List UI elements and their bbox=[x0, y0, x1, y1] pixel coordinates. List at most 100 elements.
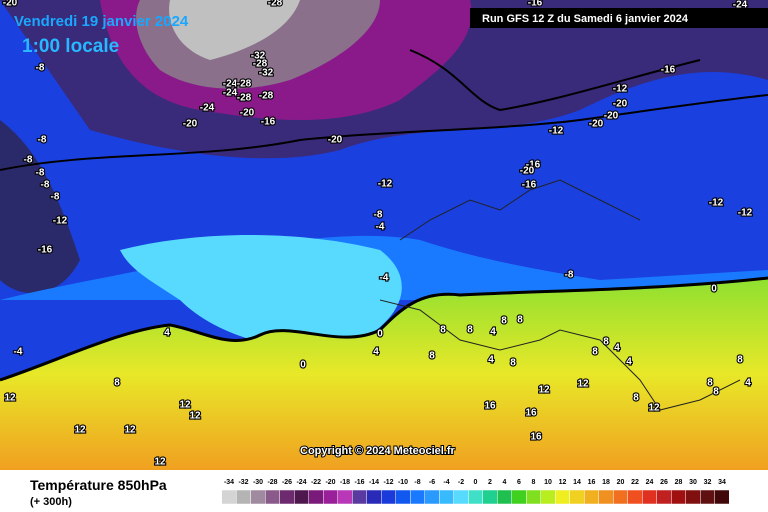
coastline bbox=[399, 179, 641, 241]
scale-swatch bbox=[236, 489, 251, 505]
scale-swatch bbox=[700, 489, 715, 505]
contour-label: -12 bbox=[613, 84, 628, 95]
scale-swatch bbox=[526, 489, 541, 505]
contour-label: -28 bbox=[253, 59, 268, 70]
scale-swatch bbox=[511, 489, 527, 505]
contour-label: -32 bbox=[259, 68, 274, 79]
scale-swatch bbox=[656, 489, 672, 505]
scale-label: 12 bbox=[559, 479, 567, 486]
scale-label: 22 bbox=[631, 479, 639, 486]
scale-label: -32 bbox=[238, 479, 248, 486]
contour-label: 12 bbox=[74, 425, 86, 436]
contour-label: -24 bbox=[733, 0, 748, 11]
scale-swatch bbox=[685, 489, 701, 505]
contour-label: -20 bbox=[520, 166, 535, 177]
copyright: Copyright © 2024 Meteociel.fr bbox=[300, 445, 456, 457]
scale-label: -10 bbox=[398, 479, 408, 486]
contour-label: -8 bbox=[38, 135, 47, 146]
scale-swatch bbox=[584, 489, 599, 505]
scale-swatch bbox=[250, 489, 266, 505]
contour-label: -20 bbox=[3, 0, 18, 9]
scale-swatch bbox=[642, 489, 657, 505]
contour-label: 4 bbox=[614, 343, 620, 354]
contour-label: -12 bbox=[709, 198, 724, 209]
contour-label: 16 bbox=[484, 401, 496, 412]
contour-label: -20 bbox=[589, 119, 604, 130]
scale-label: -30 bbox=[253, 479, 263, 486]
contour-label: 16 bbox=[530, 432, 542, 443]
scale-label: 0 bbox=[474, 479, 478, 486]
scale-swatch bbox=[540, 489, 556, 505]
forecast-range: (+ 300h) bbox=[30, 496, 72, 508]
contour-label: -8 bbox=[36, 168, 45, 179]
coldest-zone bbox=[169, 0, 300, 60]
contour-label: -28 bbox=[237, 79, 252, 90]
contour-label: -28 bbox=[259, 91, 274, 102]
zero-isotherm bbox=[0, 276, 768, 382]
scale-label: 32 bbox=[704, 479, 712, 486]
scale-label: -18 bbox=[340, 479, 350, 486]
scale-label: 26 bbox=[660, 479, 668, 486]
scale-label: 28 bbox=[675, 479, 683, 486]
contour-label: 0 bbox=[377, 329, 383, 340]
scale-label: 20 bbox=[617, 479, 625, 486]
contour-label: -12 bbox=[549, 126, 564, 137]
scale-label: 30 bbox=[689, 479, 697, 486]
contour-label: -32 bbox=[251, 51, 266, 62]
contour-label: 8 bbox=[707, 378, 713, 389]
contour-label: -8 bbox=[41, 180, 50, 191]
contour-label: 12 bbox=[124, 425, 136, 436]
contour-label: 8 bbox=[603, 337, 609, 348]
scale-swatch bbox=[627, 489, 643, 505]
coastline bbox=[379, 299, 741, 411]
contour-label: 12 bbox=[179, 400, 191, 411]
scale-swatch bbox=[468, 489, 483, 505]
greenland-cold bbox=[0, 120, 80, 294]
scale-label: -16 bbox=[354, 479, 364, 486]
scale-label: -8 bbox=[414, 479, 420, 486]
contour-label: 12 bbox=[154, 457, 166, 468]
scale-swatch bbox=[497, 489, 512, 505]
contour-label: 12 bbox=[189, 411, 201, 422]
scale-swatch bbox=[279, 489, 295, 505]
contour-label: 4 bbox=[373, 347, 379, 358]
scale-swatch bbox=[366, 489, 382, 505]
scale-label: 14 bbox=[573, 479, 581, 486]
scale-swatch bbox=[714, 489, 730, 505]
scale-swatch bbox=[352, 489, 367, 505]
contour-label: 0 bbox=[711, 284, 717, 295]
scale-label: 34 bbox=[718, 479, 726, 486]
scale-label: -34 bbox=[224, 479, 234, 486]
scale-label: -24 bbox=[296, 479, 306, 486]
contour-label: -12 bbox=[378, 179, 393, 190]
contour-label: 8 bbox=[737, 355, 743, 366]
contour-label: 4 bbox=[164, 328, 170, 339]
scale-label: 18 bbox=[602, 479, 610, 486]
scale-label: 4 bbox=[503, 479, 507, 486]
scale-swatch bbox=[424, 489, 440, 505]
scale-swatch bbox=[381, 489, 396, 505]
contour-label: -16 bbox=[38, 245, 53, 256]
contour-label: -20 bbox=[240, 108, 255, 119]
contour-label: -20 bbox=[613, 99, 628, 110]
contour-label: 8 bbox=[510, 358, 516, 369]
scale-swatch bbox=[395, 489, 411, 505]
scale-label: 2 bbox=[488, 479, 492, 486]
scale-swatch bbox=[453, 489, 469, 505]
contour-label: 16 bbox=[525, 408, 537, 419]
contour-label: 12 bbox=[538, 385, 550, 396]
scale-swatch bbox=[308, 489, 324, 505]
scale-swatch bbox=[221, 489, 237, 505]
contour-label: -24 bbox=[200, 103, 215, 114]
contour-label: -24 bbox=[223, 79, 238, 90]
scale-swatch bbox=[598, 489, 614, 505]
scale-swatch bbox=[671, 489, 686, 505]
contour-label: 8 bbox=[429, 351, 435, 362]
contour-label: 8 bbox=[517, 315, 523, 326]
contour-label: 4 bbox=[490, 327, 496, 338]
warm-zone bbox=[0, 278, 768, 470]
scale-label: 8 bbox=[532, 479, 536, 486]
contour-label: -16 bbox=[522, 180, 537, 191]
